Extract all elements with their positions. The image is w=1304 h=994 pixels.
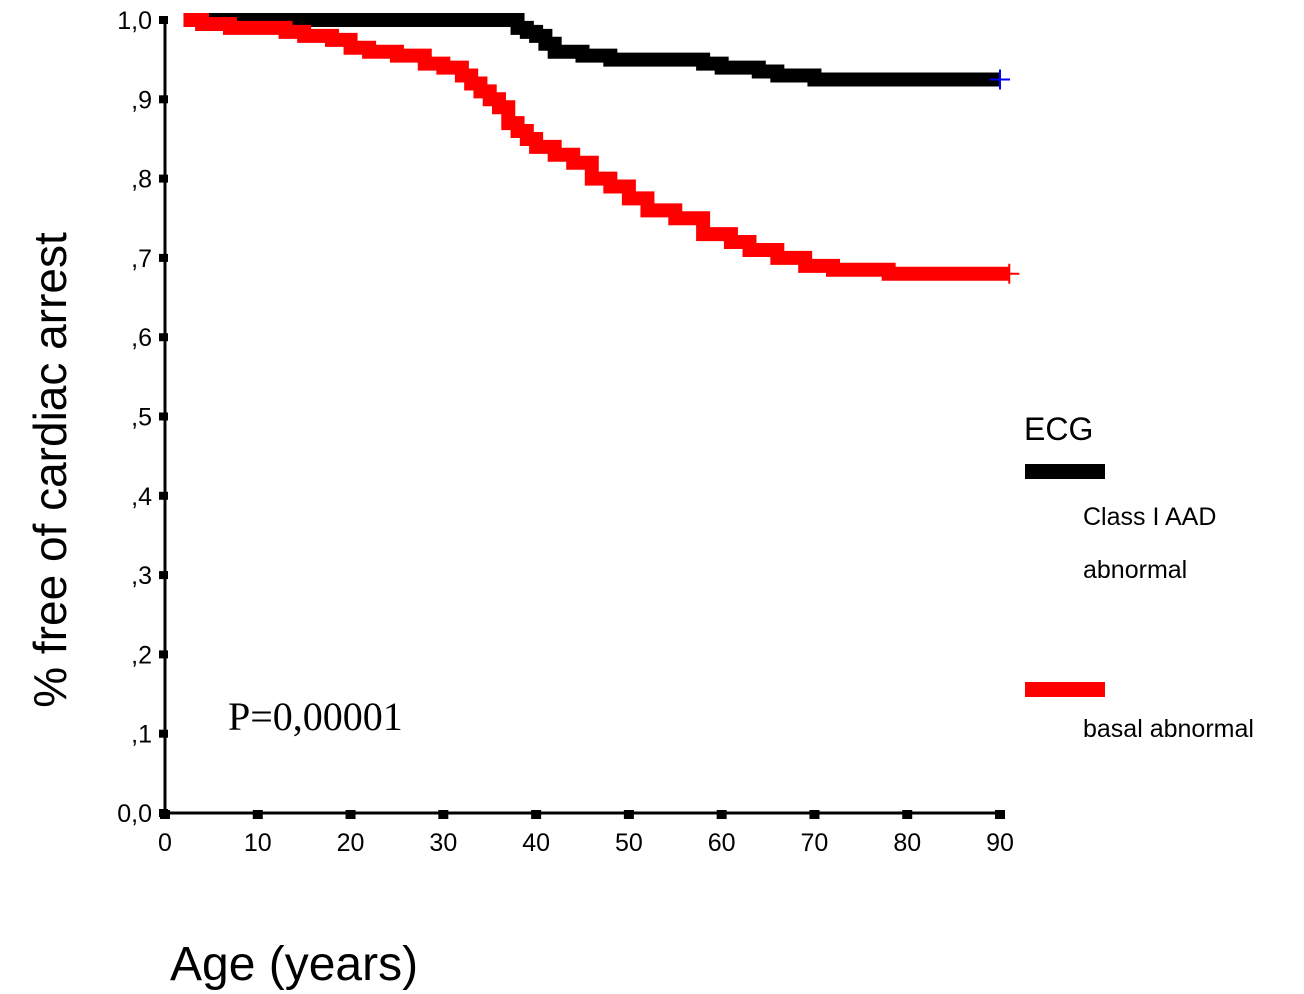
- p-value-annotation: P=0,00001: [228, 694, 403, 739]
- x-tick-label: 90: [986, 829, 1014, 857]
- y-ticks: 0,0 ,1 ,2 ,3 ,4 ,5 ,6 ,7 ,8 ,9 1,0: [117, 7, 168, 828]
- y-tick-label: ,2: [131, 641, 152, 669]
- y-tick-label: ,3: [131, 562, 152, 590]
- x-tick-mark: [623, 810, 634, 819]
- x-tick-label: 30: [429, 829, 457, 857]
- y-tick-label: 1,0: [117, 7, 152, 35]
- x-tick-mark: [438, 810, 449, 819]
- legend-swatch-black: [1025, 464, 1105, 479]
- y-tick-label: ,1: [131, 721, 152, 749]
- x-tick-label: 40: [522, 829, 550, 857]
- x-tick-label: 50: [615, 829, 643, 857]
- y-tick-label: ,7: [131, 245, 152, 273]
- y-tick-label: ,4: [131, 483, 152, 511]
- x-axis-title: Age (years): [170, 938, 418, 991]
- x-tick-mark: [809, 810, 820, 819]
- censor-mark: [999, 263, 1020, 284]
- y-tick-mark: [159, 412, 168, 421]
- series-line-class-i-aad: [183, 13, 1000, 87]
- y-tick-mark: [159, 491, 168, 500]
- y-tick-mark: [159, 174, 168, 183]
- legend-label-class-i-aad: Class I AAD: [1083, 503, 1216, 531]
- censor-mark: [990, 69, 1010, 90]
- x-tick-label: 60: [708, 829, 736, 857]
- y-tick-label: ,9: [131, 86, 152, 114]
- y-tick-mark: [159, 16, 168, 24]
- x-ticks: 0 10 20 30 40 50 60 70 80 90: [158, 810, 1014, 857]
- legend: ECG Class I AAD abnormal basal abnormal: [1024, 411, 1254, 743]
- y-tick-label: ,8: [131, 166, 152, 194]
- y-tick-mark: [159, 571, 168, 580]
- x-tick-mark: [531, 810, 542, 819]
- x-tick-label: 80: [893, 829, 921, 857]
- y-tick-label: ,6: [131, 324, 152, 352]
- legend-title: ECG: [1024, 411, 1093, 447]
- legend-swatch-red: [1025, 682, 1105, 697]
- x-tick-mark: [716, 810, 727, 819]
- y-tick-mark: [159, 650, 168, 659]
- y-tick-mark: [159, 95, 168, 104]
- x-tick-mark: [252, 810, 263, 819]
- x-tick-label: 70: [801, 829, 829, 857]
- x-tick-label: 10: [244, 829, 272, 857]
- y-tick-label: 0,0: [117, 800, 152, 828]
- y-tick-mark: [159, 333, 168, 342]
- legend-label-abnormal: abnormal: [1083, 556, 1187, 584]
- y-tick-mark: [159, 253, 168, 262]
- y-axis-title: % free of cardiac arrest: [24, 232, 76, 708]
- x-tick-mark: [902, 810, 913, 819]
- series-layer: [183, 13, 1020, 284]
- x-tick-label: 20: [337, 829, 365, 857]
- y-tick-mark: [159, 729, 168, 738]
- series-line-basal-abnormal: [183, 13, 1010, 281]
- y-tick-label: ,5: [131, 404, 152, 432]
- legend-label-basal-abnormal: basal abnormal: [1083, 715, 1254, 743]
- x-tick-mark: [995, 810, 1005, 819]
- x-tick-label: 0: [158, 829, 172, 857]
- x-tick-mark: [345, 810, 356, 819]
- x-tick-mark: [160, 810, 170, 819]
